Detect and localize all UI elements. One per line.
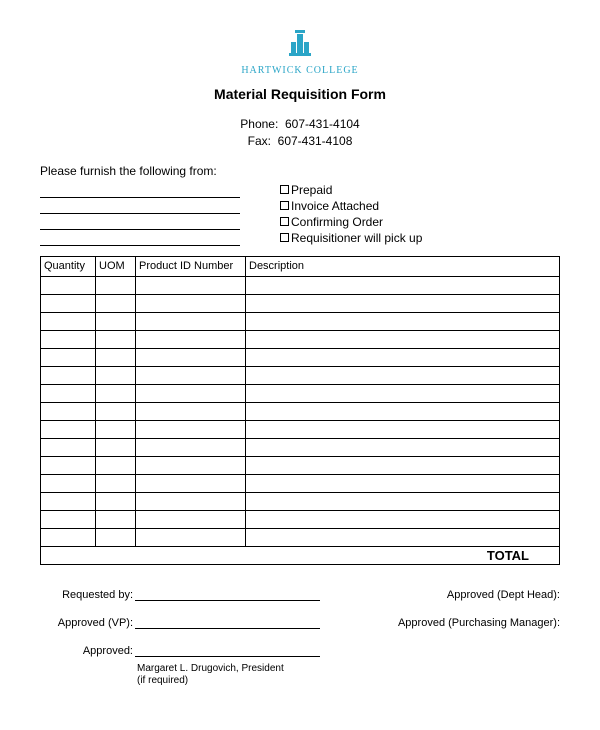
approved-dept-head: Approved (Dept Head): — [320, 589, 560, 601]
table-row[interactable] — [41, 492, 560, 510]
table-header-row: Quantity UOM Product ID Number Descripti… — [41, 256, 560, 276]
table-row[interactable] — [41, 294, 560, 312]
approved-purchasing: Approved (Purchasing Manager): — [320, 617, 560, 629]
furnish-label: Please furnish the following from: — [40, 164, 217, 178]
col-uom: UOM — [96, 256, 136, 276]
table-row[interactable] — [41, 474, 560, 492]
col-quantity: Quantity — [41, 256, 96, 276]
form-title: Material Requisition Form — [40, 86, 560, 102]
contact-info: Phone: 607-431-4104 Fax: 607-431-4108 — [40, 116, 560, 150]
table-row[interactable] — [41, 366, 560, 384]
total-label: TOTAL — [41, 546, 560, 564]
table-row[interactable] — [41, 276, 560, 294]
table-row[interactable] — [41, 420, 560, 438]
table-row[interactable] — [41, 402, 560, 420]
college-logo: HARTWICK COLLEGE — [40, 30, 560, 76]
requested-by-label: Requested by: — [40, 589, 135, 601]
approved-vp-label: Approved (VP): — [40, 617, 135, 629]
col-product-id: Product ID Number — [136, 256, 246, 276]
col-description: Description — [246, 256, 560, 276]
requested-by-line[interactable] — [135, 587, 320, 601]
table-row[interactable] — [41, 438, 560, 456]
president-note: Margaret L. Drugovich, President (if req… — [137, 663, 560, 687]
table-row[interactable] — [41, 456, 560, 474]
approved-vp-line[interactable] — [135, 615, 320, 629]
table-row[interactable] — [41, 528, 560, 546]
total-row: TOTAL — [41, 546, 560, 564]
table-row[interactable] — [41, 510, 560, 528]
checkbox-confirming[interactable] — [280, 217, 289, 226]
table-row[interactable] — [41, 384, 560, 402]
vendor-lines[interactable] — [40, 182, 240, 246]
options-checkboxes[interactable]: Prepaid Invoice Attached Confirming Orde… — [280, 182, 422, 246]
table-row[interactable] — [41, 348, 560, 366]
approved-label: Approved: — [40, 645, 135, 657]
signature-area: Requested by: Approved (Dept Head): Appr… — [40, 579, 560, 687]
checkbox-pickup[interactable] — [280, 233, 289, 242]
items-table[interactable]: Quantity UOM Product ID Number Descripti… — [40, 256, 560, 565]
approved-line[interactable] — [135, 643, 320, 657]
logo-text: HARTWICK COLLEGE — [40, 65, 560, 76]
checkbox-prepaid[interactable] — [280, 185, 289, 194]
table-row[interactable] — [41, 330, 560, 348]
table-row[interactable] — [41, 312, 560, 330]
checkbox-invoice[interactable] — [280, 201, 289, 210]
